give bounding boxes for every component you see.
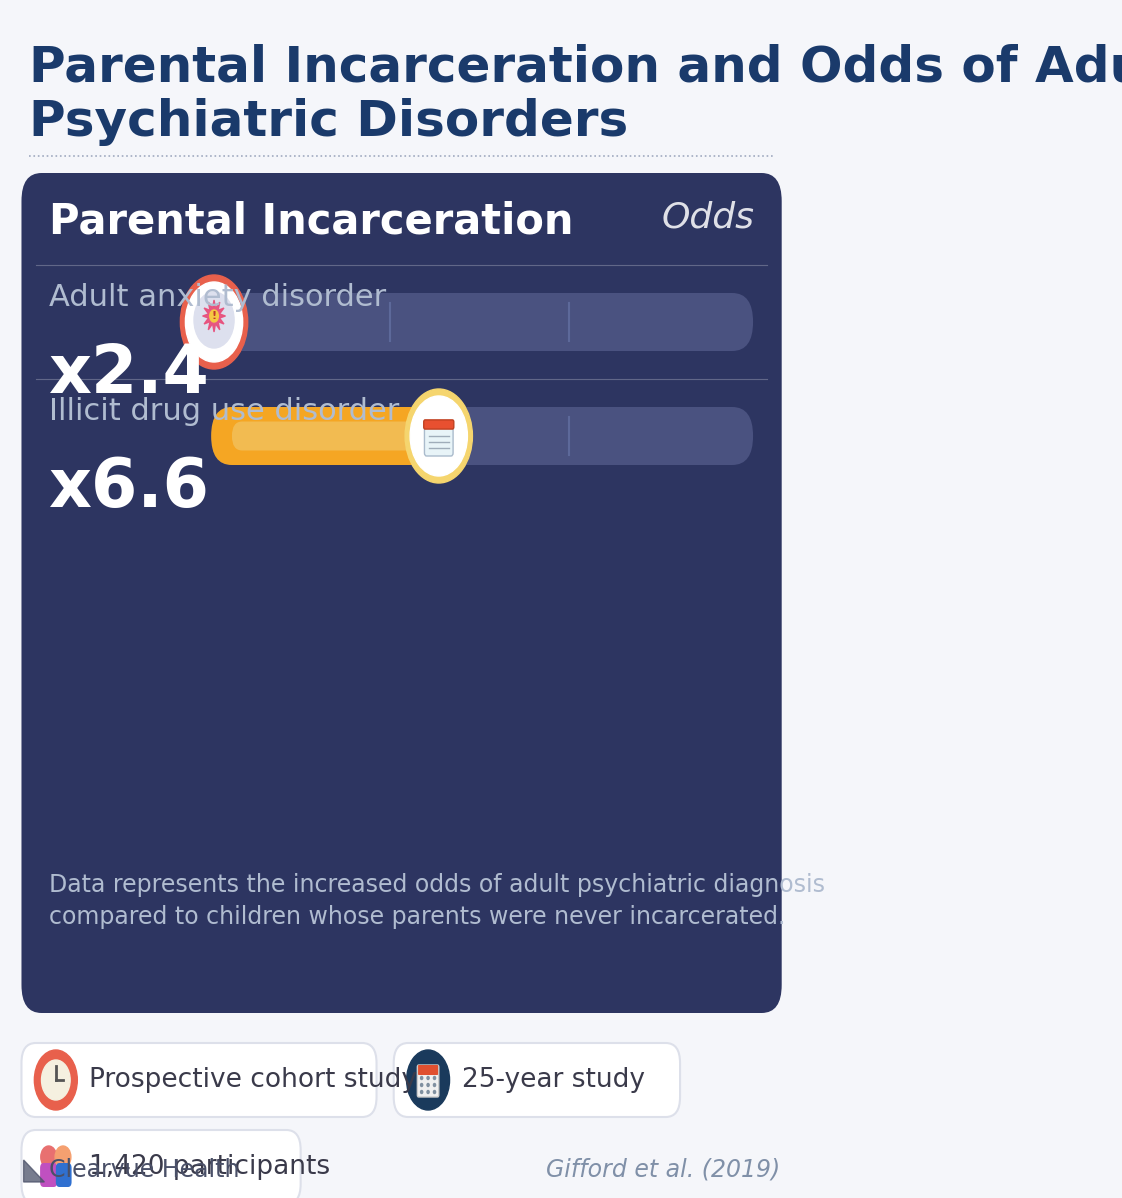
FancyBboxPatch shape <box>40 1163 57 1187</box>
FancyBboxPatch shape <box>21 1043 377 1117</box>
FancyBboxPatch shape <box>424 425 453 456</box>
Polygon shape <box>203 300 226 332</box>
Circle shape <box>181 276 248 369</box>
FancyBboxPatch shape <box>21 1130 301 1198</box>
Circle shape <box>433 1077 435 1079</box>
Circle shape <box>411 397 468 476</box>
Circle shape <box>433 1090 435 1094</box>
Text: Data represents the increased odds of adult psychiatric diagnosis: Data represents the increased odds of ad… <box>48 873 825 897</box>
Polygon shape <box>24 1160 45 1182</box>
FancyBboxPatch shape <box>419 1065 438 1075</box>
Circle shape <box>185 282 242 362</box>
Circle shape <box>210 310 219 322</box>
Circle shape <box>406 1049 450 1111</box>
Circle shape <box>421 1083 423 1087</box>
Circle shape <box>421 1090 423 1094</box>
Circle shape <box>405 389 472 483</box>
Circle shape <box>427 1077 429 1079</box>
Text: Psychiatric Disorders: Psychiatric Disorders <box>29 98 628 146</box>
Circle shape <box>35 1049 77 1111</box>
FancyBboxPatch shape <box>232 422 447 450</box>
Text: compared to children whose parents were never incarcerated.: compared to children whose parents were … <box>48 904 785 928</box>
Circle shape <box>194 292 234 347</box>
Circle shape <box>427 1083 429 1087</box>
Text: Illicit drug use disorder: Illicit drug use disorder <box>48 397 399 426</box>
Text: Parental Incarceration: Parental Incarceration <box>48 201 573 243</box>
Circle shape <box>55 1146 71 1168</box>
Text: Adult anxiety disorder: Adult anxiety disorder <box>48 283 386 311</box>
Text: 1,420 participants: 1,420 participants <box>90 1154 331 1180</box>
Text: 25-year study: 25-year study <box>462 1067 645 1093</box>
Text: Clearvue Health: Clearvue Health <box>48 1158 239 1182</box>
FancyBboxPatch shape <box>211 294 753 351</box>
Text: Parental Incarceration and Odds of Adult: Parental Incarceration and Odds of Adult <box>29 43 1122 91</box>
FancyBboxPatch shape <box>211 407 753 465</box>
Text: !: ! <box>211 311 217 321</box>
Text: Prospective cohort study: Prospective cohort study <box>90 1067 417 1093</box>
FancyBboxPatch shape <box>424 419 453 429</box>
Text: Gifford et al. (2019): Gifford et al. (2019) <box>546 1158 780 1182</box>
Circle shape <box>42 1060 71 1100</box>
FancyBboxPatch shape <box>21 173 782 1014</box>
Text: Odds: Odds <box>662 201 754 235</box>
FancyBboxPatch shape <box>417 1065 439 1097</box>
Circle shape <box>40 1146 56 1168</box>
Circle shape <box>421 1077 423 1079</box>
FancyBboxPatch shape <box>56 1163 72 1187</box>
Text: x2.4: x2.4 <box>48 341 210 407</box>
Circle shape <box>433 1083 435 1087</box>
FancyBboxPatch shape <box>211 407 460 465</box>
Circle shape <box>427 1090 429 1094</box>
Text: x6.6: x6.6 <box>48 455 210 521</box>
FancyBboxPatch shape <box>394 1043 680 1117</box>
